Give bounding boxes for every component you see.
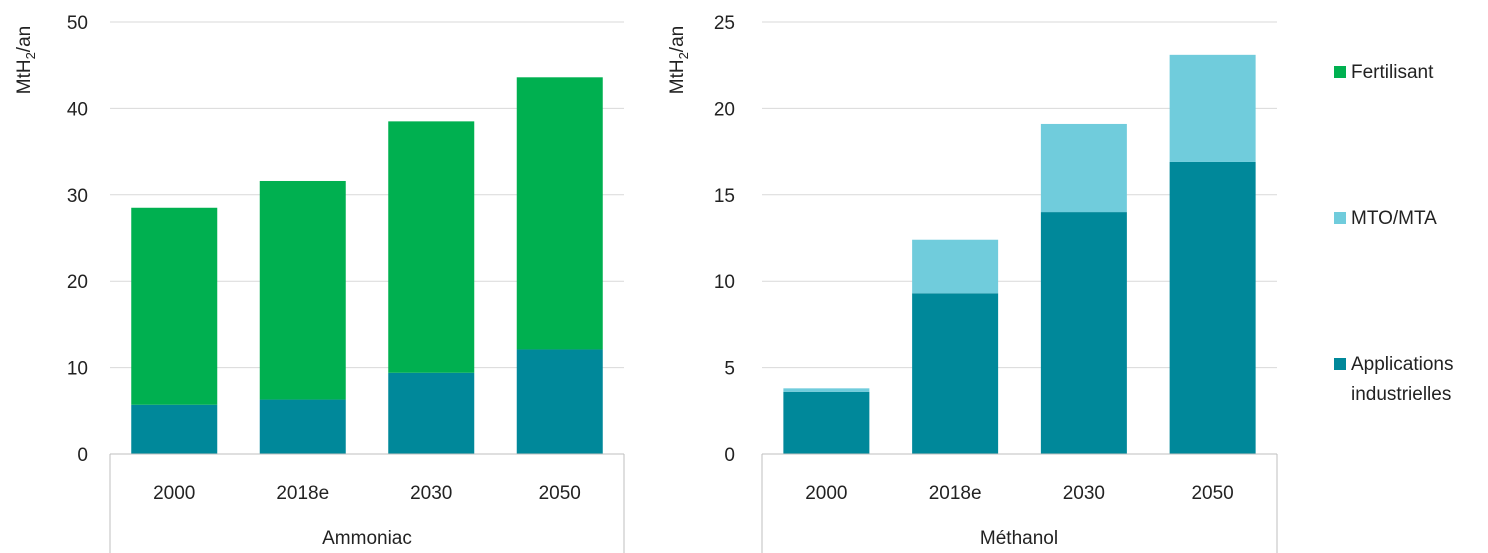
y-tick-label: 0 (724, 445, 735, 466)
bar-segment (1040, 212, 1127, 454)
axis-methanol (761, 453, 1278, 553)
y-tick-label: 40 (67, 99, 88, 120)
bar-segment (783, 388, 870, 392)
y-axis-label-unit: /an (14, 26, 35, 52)
y-axis-label-ammoniac: MtH2/an (14, 26, 38, 94)
bar-segment (259, 180, 346, 400)
x-category-label: 2018e (929, 483, 982, 504)
y-axis-label-methanol: MtH2/an (667, 26, 691, 94)
y-axis-label-sub: 2 (676, 52, 691, 59)
y-axis-label-main: MtH (667, 59, 688, 94)
legend: Fertilisant MTO/MTA Applications industriel… (1334, 62, 1453, 405)
y-tick-label: 30 (67, 186, 88, 207)
x-category-label: 2000 (153, 483, 195, 504)
legend-label: Applications (1351, 354, 1453, 375)
y-tick-label: 25 (714, 13, 735, 34)
y-tick-label: 10 (67, 359, 88, 380)
y-tick-label: 0 (77, 445, 88, 466)
axis-ammoniac (109, 453, 625, 553)
bar-segment (259, 399, 346, 454)
y-tick-label: 20 (714, 99, 735, 120)
legend-label: Fertilisant (1351, 62, 1434, 83)
legend-label: MTO/MTA (1351, 208, 1437, 229)
y-tick-label: 15 (714, 186, 735, 207)
x-category-label: 2018e (276, 483, 329, 504)
bar-segment (912, 293, 999, 454)
group-label-methanol: Méthanol (980, 528, 1058, 549)
x-category-label: 2030 (410, 483, 452, 504)
bar-segment (516, 349, 603, 454)
y-axis-label-sub: 2 (23, 52, 38, 59)
legend-swatch (1334, 212, 1346, 224)
x-category-labels-methanol: 2000 2018e 2030 2050 (805, 483, 1234, 504)
x-category-labels-ammoniac: 2000 2018e 2030 2050 (153, 483, 581, 504)
bar-segment (783, 391, 870, 454)
legend-swatch (1334, 358, 1346, 370)
y-tick-labels-ammoniac: 0 10 20 30 40 50 (67, 13, 88, 466)
y-tick-label: 10 (714, 272, 735, 293)
group-label-ammoniac: Ammoniac (322, 528, 412, 549)
x-category-label: 2000 (805, 483, 847, 504)
bar-segment (388, 121, 475, 373)
x-category-label: 2030 (1063, 483, 1105, 504)
y-axis-label-unit: /an (667, 26, 688, 52)
y-tick-label: 20 (67, 272, 88, 293)
bar-segment (516, 77, 603, 350)
bar-segment (388, 372, 475, 454)
y-tick-label: 50 (67, 13, 88, 34)
y-tick-label: 5 (724, 359, 735, 380)
bar-segment (1169, 54, 1256, 162)
chart-methanol: 0 5 10 15 20 25 2000 2018e 2030 2050 Méthanol Mt… (667, 13, 1278, 553)
bar-segment (912, 239, 999, 294)
bars-ammoniac (131, 77, 603, 454)
bar-segment (1169, 161, 1256, 454)
legend-swatch (1334, 66, 1346, 78)
bar-segment (131, 207, 218, 405)
y-tick-labels-methanol: 0 5 10 15 20 25 (714, 13, 735, 466)
bar-segment (131, 404, 218, 454)
legend-label: industrielles (1351, 384, 1451, 405)
x-category-label: 2050 (1191, 483, 1233, 504)
bar-segment (1040, 123, 1127, 213)
y-axis-label-main: MtH (14, 59, 35, 94)
bars-methanol (783, 54, 1256, 454)
x-category-label: 2050 (539, 483, 581, 504)
